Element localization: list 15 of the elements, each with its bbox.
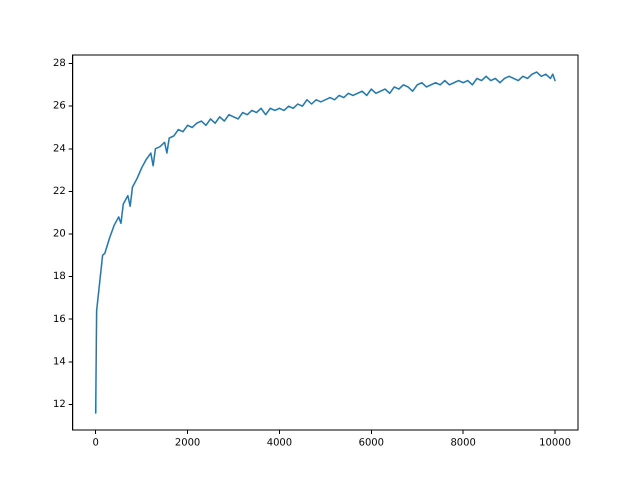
x-tick-label: 8000	[450, 438, 476, 449]
x-tick-label: 6000	[358, 438, 384, 449]
x-tick-label: 2000	[174, 438, 200, 449]
y-tick-label: 12	[52, 399, 66, 410]
y-tick-label: 24	[52, 143, 66, 154]
y-tick-label: 28	[52, 58, 66, 70]
y-tick-label: 18	[52, 271, 66, 282]
y-tick-label: 22	[52, 186, 66, 197]
x-tick-label: 10000	[539, 438, 571, 449]
y-tick-label: 26	[52, 100, 66, 112]
x-tick-label: 0	[92, 438, 99, 449]
y-tick-label: 16	[52, 314, 66, 325]
y-tick-label: 20	[52, 228, 66, 240]
x-tick-label: 4000	[266, 438, 292, 449]
y-tick-label: 14	[52, 356, 66, 368]
